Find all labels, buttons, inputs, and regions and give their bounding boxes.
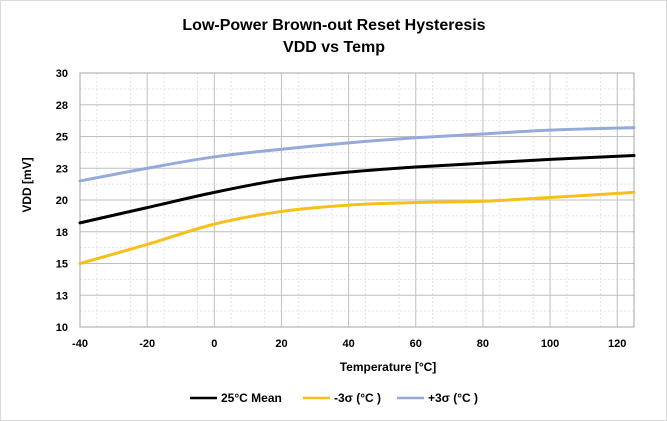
- x-tick-label: 60: [410, 338, 422, 350]
- chart-subtitle: VDD vs Temp: [283, 39, 385, 56]
- y-tick-label: 25: [56, 132, 68, 144]
- y-tick-label: 28: [56, 100, 68, 112]
- x-tick-label: -40: [72, 338, 88, 350]
- y-tick-label: 23: [56, 163, 68, 175]
- y-axis-label: VDD [mV]: [20, 157, 34, 212]
- y-tick-label: 18: [56, 227, 68, 239]
- y-tick-label: 30: [56, 68, 68, 80]
- y-tick-label: 10: [56, 322, 68, 334]
- y-tick-label: 13: [56, 290, 68, 302]
- x-axis-label: Temperature [°C]: [340, 360, 437, 374]
- series-line-plus3sigma: [78, 126, 636, 183]
- x-tick-label: 20: [275, 338, 287, 350]
- legend: 25°C Mean -3σ (°C ) +3σ (°C ): [190, 391, 478, 405]
- y-axis-ticks: 10 13 15 18 20 23 25 28 30: [56, 68, 68, 334]
- chart-title: Low-Power Brown-out Reset Hysteresis: [182, 17, 485, 34]
- x-axis-ticks: -40 -20 0 20 40 60 80 100 120: [72, 338, 626, 350]
- plot-area-border: [79, 72, 635, 328]
- legend-label-mean: 25°C Mean: [221, 391, 282, 405]
- x-tick-label: 0: [211, 338, 217, 350]
- x-tick-label: 100: [541, 338, 559, 350]
- series-line-mean: [78, 154, 636, 225]
- series-lines: [78, 126, 636, 265]
- x-tick-label: -20: [139, 338, 155, 350]
- series-line-minus3sigma: [78, 190, 636, 265]
- legend-label-plus3sigma: +3σ (°C ): [428, 391, 478, 405]
- x-tick-label: 40: [342, 338, 354, 350]
- y-tick-label: 15: [56, 259, 68, 271]
- grid-minor: [80, 73, 634, 327]
- legend-label-minus3sigma: -3σ (°C ): [334, 391, 381, 405]
- grid-major: [79, 72, 634, 328]
- y-tick-label: 20: [56, 195, 68, 207]
- x-tick-label: 80: [477, 338, 489, 350]
- x-tick-label: 120: [608, 338, 626, 350]
